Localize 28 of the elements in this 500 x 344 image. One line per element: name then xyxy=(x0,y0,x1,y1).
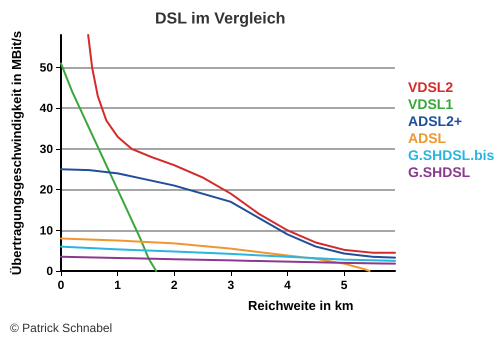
text: ADSL2+ xyxy=(408,113,462,129)
y-tick-label: 50 xyxy=(40,60,54,75)
y-tick-label: 0 xyxy=(46,264,54,278)
x-tick-label: 3 xyxy=(227,278,234,292)
line-series xyxy=(60,62,158,272)
x-axis-title: Reichweite in km xyxy=(248,298,354,313)
text: © Patrick Schnabel xyxy=(10,321,112,335)
y-tick-label: 40 xyxy=(40,101,54,116)
x-tick-label: 1 xyxy=(114,278,122,292)
line-series xyxy=(60,256,396,265)
x-tick-label: 0 xyxy=(58,278,65,292)
text: VDSL2 xyxy=(408,79,454,95)
x-tick-label: 5 xyxy=(340,278,348,292)
y-tick-label: 30 xyxy=(40,142,54,156)
x-tick-label: 2 xyxy=(170,278,178,292)
y-tick-label: 10 xyxy=(40,223,54,238)
line-series xyxy=(60,237,371,272)
text: VDSL1 xyxy=(408,96,454,112)
line-series xyxy=(60,246,396,262)
line-series xyxy=(60,168,396,259)
y-tick-label: 20 xyxy=(40,182,54,197)
y-axis-title: Übertragungsgeschwindigkeit in MBit/s xyxy=(9,30,24,276)
text: ADSL xyxy=(408,130,447,146)
x-tick-label: 4 xyxy=(284,278,292,292)
chart-title: DSL im Vergleich xyxy=(155,10,286,28)
line-series xyxy=(87,34,396,254)
text: G.SHDSL xyxy=(408,164,471,180)
text: G.SHDSL.bis xyxy=(408,147,495,163)
